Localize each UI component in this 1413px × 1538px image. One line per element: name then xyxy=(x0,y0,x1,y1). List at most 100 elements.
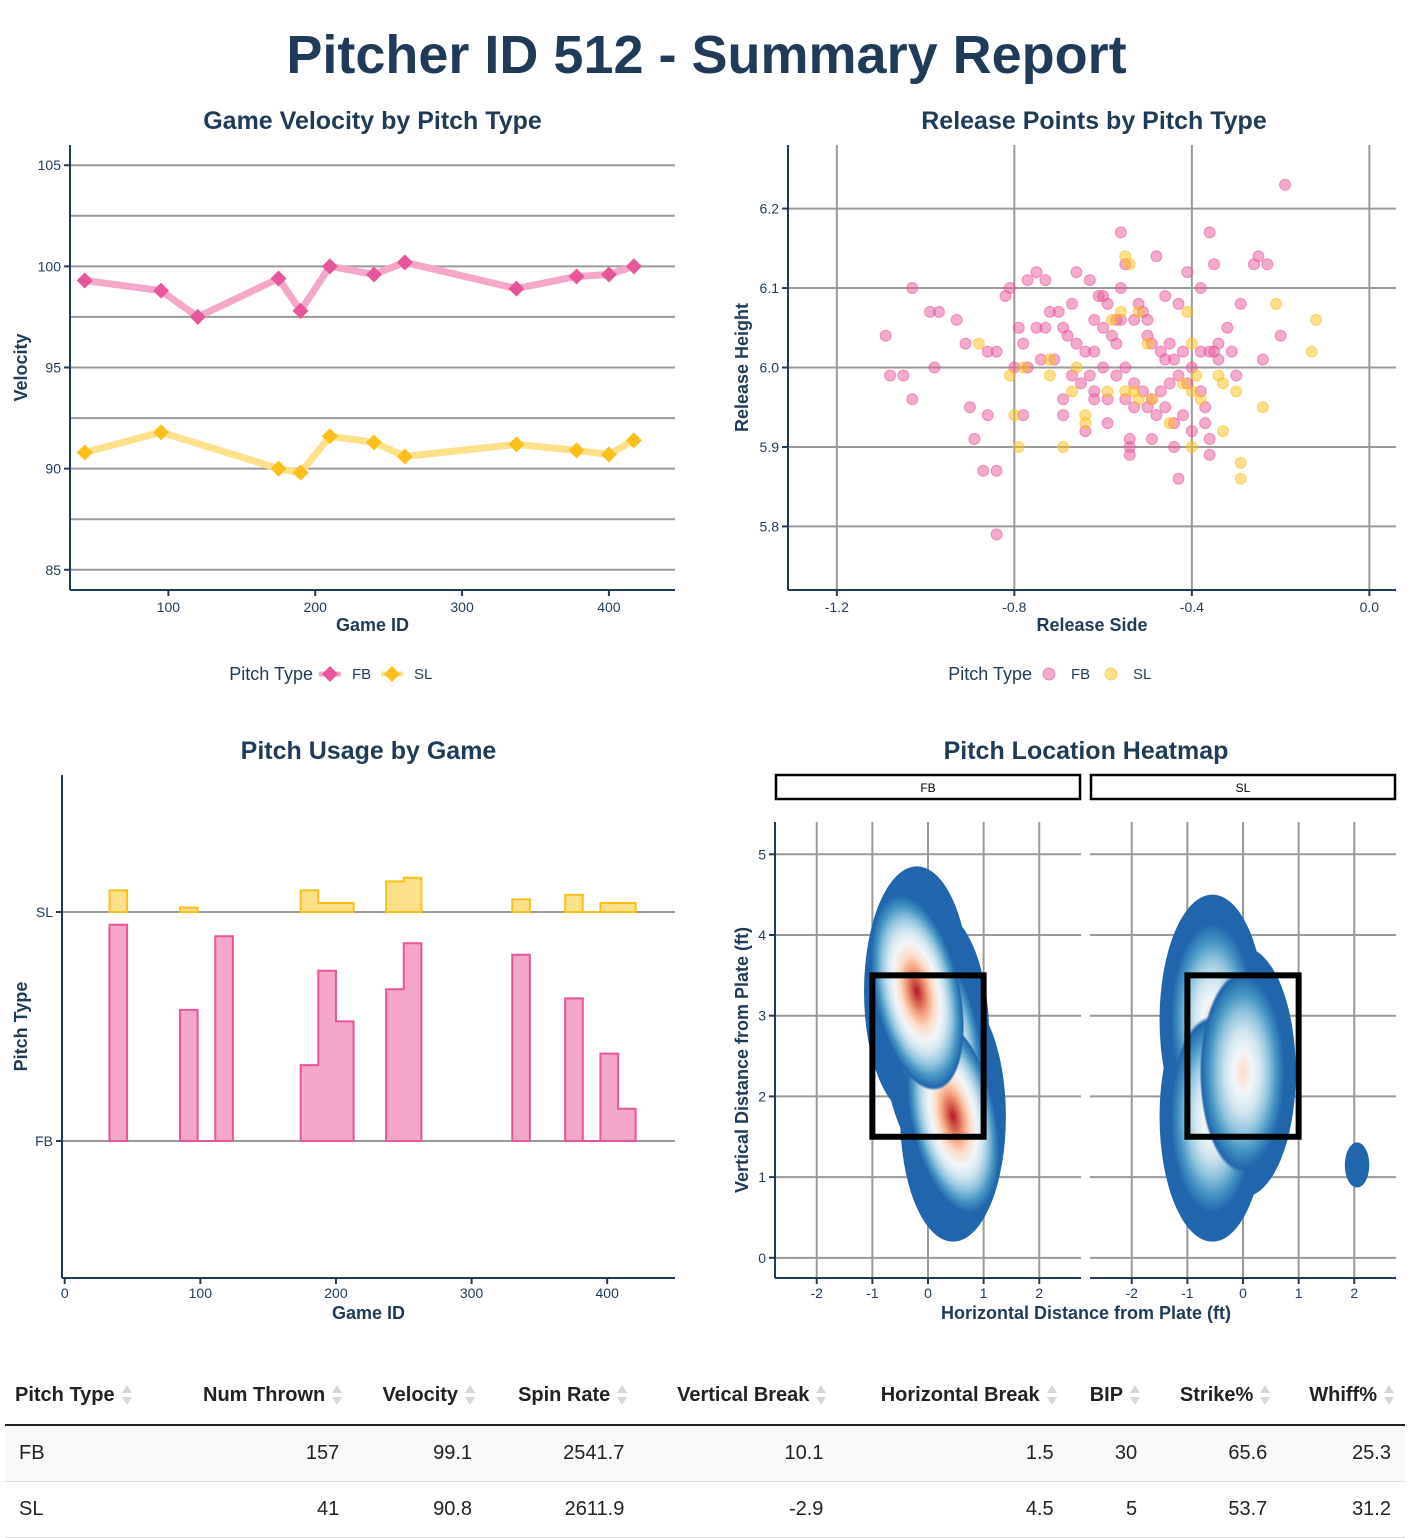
column-header-vertical-break[interactable]: Vertical Break xyxy=(638,1366,838,1426)
usage-bars-fb xyxy=(385,942,423,1142)
data-point-fb xyxy=(1203,226,1216,239)
y-tick-label: 105 xyxy=(38,157,62,173)
data-point-fb xyxy=(968,433,981,446)
table-cell: 25.3 xyxy=(1281,1425,1405,1482)
data-point-sl xyxy=(1008,409,1021,422)
legend-key-diamond xyxy=(322,666,338,682)
sort-arrows-graphic xyxy=(1046,1385,1057,1406)
x-tick-label: 1 xyxy=(980,1285,988,1301)
x-axis-label: Horizontal Distance from Plate (ft) xyxy=(941,1303,1231,1323)
sort-arrows-icon[interactable] xyxy=(1383,1384,1395,1406)
data-point-fb xyxy=(1097,361,1110,374)
data-point-fb xyxy=(1083,369,1096,382)
sort-arrows-icon[interactable] xyxy=(616,1384,628,1406)
release-points-chart: Release Points by Pitch Type 5.8 5.9 6.0 6.1… xyxy=(706,100,1413,700)
table-cell: 53.7 xyxy=(1151,1481,1282,1538)
usage-bars-sl xyxy=(564,893,637,913)
x-tick-label: 2 xyxy=(1035,1285,1043,1301)
sort-up-arrow xyxy=(1260,1385,1271,1394)
sort-up-arrow xyxy=(1384,1385,1394,1394)
data-point-sl xyxy=(270,460,287,477)
sort-arrows-icon[interactable] xyxy=(121,1384,133,1406)
x-tick-label: 200 xyxy=(304,599,328,615)
data-point-sl xyxy=(1043,369,1056,382)
legend-item-label: SL xyxy=(1133,666,1151,683)
column-header-label: Horizontal Break xyxy=(880,1383,1040,1406)
y-tick-label: 85 xyxy=(45,562,61,578)
y-tick-label: 95 xyxy=(45,360,61,376)
y-tick-label: 1 xyxy=(758,1169,766,1185)
data-point-fb xyxy=(1088,313,1101,326)
x-tick-label: 0 xyxy=(924,1285,932,1301)
column-header-strike-pct[interactable]: Strike% xyxy=(1151,1366,1282,1426)
data-point-sl xyxy=(625,432,642,449)
sort-arrows-icon[interactable] xyxy=(331,1384,343,1406)
column-header-label: Whiff% xyxy=(1309,1383,1377,1406)
data-point-fb xyxy=(1221,321,1234,334)
pitch-usage-chart: Pitch Usage by Game SL FB 0 100 200 300 400 Game… xyxy=(0,730,706,1330)
data-point-sl xyxy=(1012,440,1025,453)
strike-zone-box xyxy=(1184,972,1302,1140)
legend-title: Pitch Type xyxy=(948,664,1032,684)
data-point-fb xyxy=(1066,297,1079,310)
sort-up-arrow xyxy=(332,1385,343,1394)
y-tick-label: 5.9 xyxy=(760,439,780,455)
column-header-num-thrown[interactable]: Num Thrown xyxy=(165,1366,354,1426)
data-point-fb xyxy=(396,254,413,271)
table-cell: 90.8 xyxy=(353,1481,487,1538)
sort-arrows-graphic xyxy=(1384,1385,1394,1406)
x-tick-label: 300 xyxy=(460,1285,484,1301)
sort-arrows-icon[interactable] xyxy=(464,1384,476,1406)
y-tick-label: 6.2 xyxy=(760,201,780,217)
column-header-horizontal-break[interactable]: Horizontal Break xyxy=(837,1366,1068,1426)
legend-item-label: SL xyxy=(414,666,432,683)
table-cell: 65.6 xyxy=(1151,1425,1282,1482)
data-point-sl xyxy=(1216,377,1229,390)
data-point-sl xyxy=(1176,377,1189,390)
legend-item-label: FB xyxy=(352,666,371,683)
x-tick-label: 400 xyxy=(597,599,621,615)
sort-down-arrow xyxy=(617,1397,628,1406)
column-header-label: Vertical Break xyxy=(677,1383,810,1406)
table-cell: 5 xyxy=(1067,1481,1152,1538)
column-header-bip[interactable]: BIP xyxy=(1067,1366,1152,1426)
sort-arrows-icon[interactable] xyxy=(1259,1384,1271,1406)
data-point-sl xyxy=(1141,337,1154,350)
data-point-fb xyxy=(928,361,941,374)
sort-arrows-icon[interactable] xyxy=(1046,1384,1058,1406)
pitch-usage-chart-svg: Pitch Usage by Game SL FB 0 100 200 300 400 Game… xyxy=(11,737,675,1323)
x-axis-label: Game ID xyxy=(336,615,409,635)
x-tick-label: -2 xyxy=(811,1285,824,1301)
data-point-fb xyxy=(1194,282,1207,295)
data-point-sl xyxy=(1190,369,1203,382)
data-point-fb xyxy=(1021,274,1034,287)
data-point-sl xyxy=(1181,305,1194,318)
legend-title: Pitch Type xyxy=(229,664,313,684)
sort-arrows-graphic xyxy=(816,1385,827,1406)
usage-bars-fb xyxy=(564,997,637,1142)
data-point-fb xyxy=(1261,258,1274,271)
y-tick-label: 5 xyxy=(758,846,766,862)
data-point-fb xyxy=(1119,361,1132,374)
column-header-pitch-type[interactable]: Pitch Type xyxy=(5,1366,166,1426)
sort-up-arrow xyxy=(465,1385,476,1394)
usage-bars-sl xyxy=(385,876,423,913)
y-tick-label: 4 xyxy=(758,927,766,943)
data-point-fb xyxy=(884,369,897,382)
data-point-sl xyxy=(1256,401,1269,414)
data-point-fb xyxy=(981,409,994,422)
legend-key-point xyxy=(1104,667,1118,681)
column-header-whiff-pct[interactable]: Whiff% xyxy=(1281,1366,1405,1426)
sort-arrows-icon[interactable] xyxy=(815,1384,827,1406)
data-point-fb xyxy=(153,282,170,299)
data-point-fb xyxy=(1154,345,1167,358)
data-point-sl xyxy=(1163,417,1176,430)
sort-arrows-icon[interactable] xyxy=(1129,1384,1141,1406)
data-point-fb xyxy=(897,369,910,382)
column-header-velocity[interactable]: Velocity xyxy=(353,1366,487,1426)
column-header-spin-rate[interactable]: Spin Rate xyxy=(486,1366,639,1426)
data-point-fb xyxy=(1043,305,1056,318)
data-point-fb xyxy=(1088,393,1101,406)
report-title: Pitcher ID 512 - Summary Report xyxy=(286,25,1127,85)
usage-bars-sl xyxy=(108,889,129,913)
